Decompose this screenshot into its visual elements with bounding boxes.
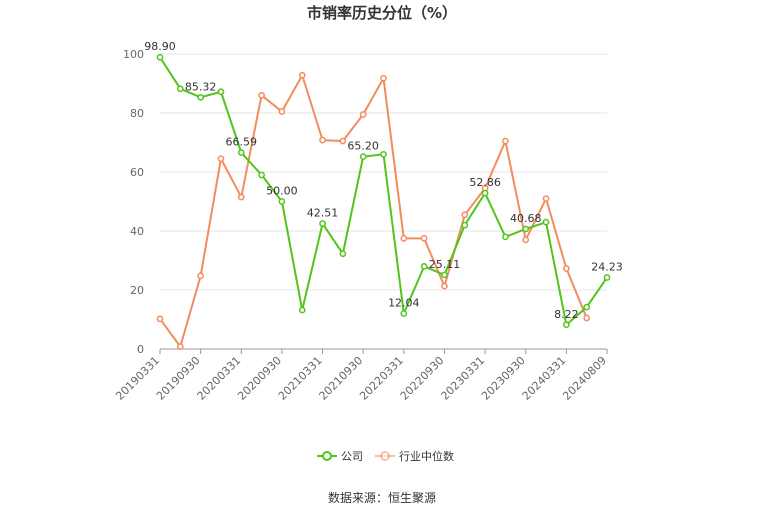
data-point bbox=[319, 220, 326, 227]
series-layer bbox=[156, 53, 611, 350]
data-point bbox=[583, 314, 591, 322]
data-point bbox=[502, 233, 509, 241]
y-tick-label: 100 bbox=[123, 48, 144, 61]
series-line-1 bbox=[159, 72, 588, 349]
x-tick-label: 20240809 bbox=[560, 354, 609, 403]
data-point bbox=[359, 153, 367, 161]
data-point bbox=[197, 93, 204, 101]
data-labels: 98.90 85.32 66.59 50.00 42.51 65.20 12.04 25.11… bbox=[144, 40, 623, 321]
data-point bbox=[217, 88, 225, 96]
legend-marker bbox=[322, 451, 332, 461]
data-point bbox=[298, 71, 306, 79]
y-tick-label: 40 bbox=[130, 225, 144, 238]
data-point bbox=[583, 303, 591, 311]
chart-title: 市销率历史分位（%） bbox=[307, 4, 457, 22]
data-point bbox=[298, 306, 306, 314]
legend-label: 公司 bbox=[341, 450, 363, 463]
data-point bbox=[237, 149, 245, 156]
data-point bbox=[237, 193, 245, 201]
data-point bbox=[542, 218, 550, 226]
data-point bbox=[522, 236, 530, 244]
data-label: 52.86 bbox=[469, 176, 501, 189]
data-point bbox=[441, 271, 448, 279]
data-point bbox=[380, 150, 387, 158]
data-label: 50.00 bbox=[266, 185, 298, 198]
data-point bbox=[420, 235, 428, 242]
data-label: 25.11 bbox=[429, 258, 461, 271]
y-tick-label: 20 bbox=[130, 284, 144, 297]
data-point bbox=[542, 195, 550, 202]
data-point bbox=[603, 274, 611, 281]
data-point bbox=[461, 211, 469, 219]
data-point bbox=[278, 108, 286, 115]
legend-label: 行业中位数 bbox=[399, 449, 454, 463]
data-point bbox=[258, 91, 265, 99]
data-point bbox=[461, 221, 469, 229]
data-point bbox=[359, 111, 367, 118]
data-label: 85.32 bbox=[185, 80, 217, 93]
data-point bbox=[400, 235, 408, 242]
legend[interactable]: 公司 行业中位数 bbox=[317, 449, 454, 463]
data-point bbox=[217, 155, 225, 163]
data-label: 40.68 bbox=[510, 212, 542, 225]
data-point bbox=[400, 310, 408, 317]
data-label: 65.20 bbox=[347, 140, 379, 153]
data-point bbox=[176, 343, 184, 350]
y-tick-label: 80 bbox=[130, 107, 144, 120]
data-point bbox=[441, 282, 448, 290]
legend-marker bbox=[380, 451, 390, 461]
data-point bbox=[197, 272, 204, 280]
data-point bbox=[563, 265, 570, 272]
data-point bbox=[522, 225, 530, 233]
data-point bbox=[319, 136, 326, 144]
data-label: 66.59 bbox=[226, 136, 258, 149]
y-tick-label: 60 bbox=[130, 166, 144, 179]
data-label: 98.90 bbox=[144, 40, 176, 53]
data-point bbox=[380, 74, 387, 82]
data-point bbox=[420, 263, 428, 270]
data-point bbox=[339, 250, 347, 258]
y-tick-label: 0 bbox=[137, 343, 144, 356]
data-point bbox=[258, 171, 265, 179]
data-label: 8.22 bbox=[554, 308, 579, 321]
data-label: 42.51 bbox=[307, 207, 339, 220]
data-point bbox=[156, 315, 164, 323]
data-point bbox=[156, 53, 164, 61]
data-point bbox=[176, 85, 184, 93]
grid bbox=[160, 53, 607, 291]
data-label: 12.04 bbox=[388, 296, 420, 309]
series-line-0 bbox=[159, 56, 608, 327]
data-label: 24.23 bbox=[591, 261, 623, 274]
data-point bbox=[563, 321, 570, 329]
source-note: 数据来源：恒生聚源 bbox=[328, 490, 436, 505]
data-point bbox=[278, 198, 286, 205]
data-point bbox=[339, 137, 347, 145]
data-point bbox=[502, 137, 509, 145]
data-point bbox=[481, 189, 489, 197]
